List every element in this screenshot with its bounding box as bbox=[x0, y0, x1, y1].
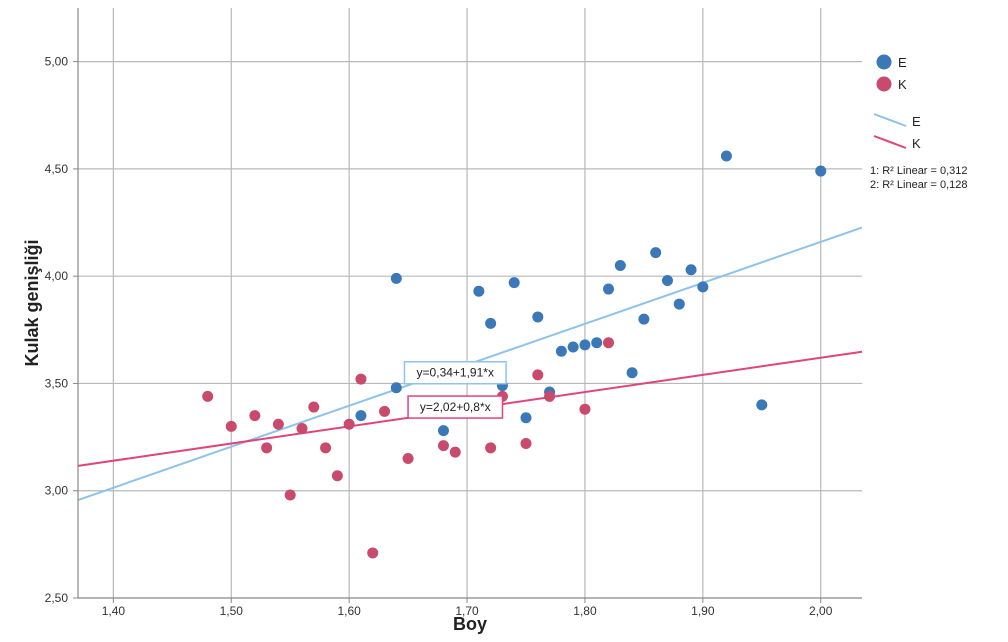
point-E-15 bbox=[603, 283, 615, 295]
point-K-19 bbox=[520, 438, 532, 450]
point-E-21 bbox=[673, 298, 685, 310]
point-E-17 bbox=[626, 367, 638, 379]
point-E-18 bbox=[638, 313, 650, 325]
point-E-13 bbox=[579, 339, 591, 351]
grid bbox=[78, 8, 862, 598]
point-E-2 bbox=[390, 272, 402, 284]
point-E-16 bbox=[614, 259, 626, 271]
point-K-14 bbox=[402, 453, 414, 465]
point-K-15 bbox=[437, 440, 449, 452]
point-K-10 bbox=[343, 418, 355, 430]
point-K-4 bbox=[272, 418, 284, 430]
equation-label-K: y=2,02+0,8*x bbox=[420, 400, 491, 414]
legend-marker-K bbox=[876, 76, 892, 92]
point-E-19 bbox=[650, 247, 662, 259]
legend-label-K: K bbox=[898, 77, 907, 92]
x-tick-label-0: 1,40 bbox=[102, 604, 126, 618]
r2-label-K: 2: R² Linear = 0,128 bbox=[870, 179, 968, 191]
r2-label-E: 1: R² Linear = 0,312 bbox=[870, 165, 968, 177]
point-E-22 bbox=[685, 264, 697, 276]
y-tick-labels: 2,50 3,00 3,50 4,00 4,50 5,00 bbox=[45, 55, 69, 605]
x-tick-label-5: 1,90 bbox=[691, 604, 715, 618]
point-E-24 bbox=[720, 150, 732, 162]
point-K-1 bbox=[225, 420, 237, 432]
point-K-3 bbox=[261, 442, 273, 454]
point-K-23 bbox=[603, 337, 615, 349]
point-E-4 bbox=[473, 285, 485, 297]
y-tick-label-2: 3,50 bbox=[45, 376, 69, 390]
legend-line-K bbox=[873, 135, 907, 149]
point-E-8 bbox=[520, 412, 532, 424]
point-E-9 bbox=[532, 311, 544, 323]
point-E-3 bbox=[437, 425, 449, 437]
y-tick-label-5: 5,00 bbox=[45, 55, 69, 69]
point-K-17 bbox=[485, 442, 497, 454]
point-E-20 bbox=[661, 274, 673, 286]
y-axis-title: Kulak genişliği bbox=[22, 239, 42, 366]
point-K-11 bbox=[355, 373, 367, 385]
point-E-5 bbox=[485, 317, 497, 329]
point-K-8 bbox=[320, 442, 332, 454]
x-tick-label-4: 1,80 bbox=[573, 604, 597, 618]
data-points bbox=[202, 150, 827, 559]
y-tick-label-1: 3,00 bbox=[45, 484, 69, 498]
legend-line-E bbox=[873, 113, 907, 127]
point-E-11 bbox=[555, 345, 567, 357]
x-tick-label-3: 1,70 bbox=[455, 604, 479, 618]
fit-equations: y=0,34+1,91*x y=2,02+0,8*x bbox=[403, 360, 507, 419]
equation-box-E bbox=[403, 360, 507, 385]
point-K-16 bbox=[449, 446, 461, 458]
point-E-7 bbox=[508, 277, 520, 289]
point-K-20 bbox=[532, 369, 544, 381]
legend-label-E: E bbox=[898, 55, 907, 70]
axes bbox=[73, 8, 862, 603]
point-K-0 bbox=[202, 390, 214, 402]
x-tick-label-2: 1,60 bbox=[337, 604, 361, 618]
y-tick-label-0: 2,50 bbox=[45, 591, 69, 605]
x-tick-labels: 1,40 1,50 1,60 1,70 1,80 1,90 2,00 bbox=[102, 604, 833, 618]
legend-marker-E bbox=[876, 54, 892, 70]
x-tick-label-1: 1,50 bbox=[220, 604, 244, 618]
point-K-13 bbox=[379, 405, 391, 417]
point-K-12 bbox=[367, 547, 379, 559]
point-K-6 bbox=[296, 423, 308, 435]
point-E-0 bbox=[390, 382, 402, 394]
point-E-14 bbox=[591, 337, 603, 349]
point-E-12 bbox=[567, 341, 579, 353]
y-tick-label-3: 4,00 bbox=[45, 269, 69, 283]
x-tick-label-6: 2,00 bbox=[809, 604, 833, 618]
point-K-21 bbox=[544, 390, 556, 402]
point-K-2 bbox=[249, 410, 261, 422]
point-E-26 bbox=[815, 165, 827, 177]
point-K-22 bbox=[579, 403, 591, 415]
y-tick-label-4: 4,50 bbox=[45, 162, 69, 176]
point-K-7 bbox=[308, 401, 320, 413]
point-K-5 bbox=[284, 489, 296, 501]
point-K-9 bbox=[331, 470, 343, 482]
point-E-25 bbox=[756, 399, 768, 411]
equation-label-E: y=0,34+1,91*x bbox=[417, 366, 494, 380]
x-axis-title: Boy bbox=[453, 614, 487, 634]
point-E-1 bbox=[355, 410, 367, 422]
legend-fit-label-E: E bbox=[912, 114, 921, 129]
point-E-23 bbox=[697, 281, 709, 293]
legend-fit-label-K: K bbox=[912, 136, 921, 151]
equation-box-K bbox=[407, 395, 504, 419]
